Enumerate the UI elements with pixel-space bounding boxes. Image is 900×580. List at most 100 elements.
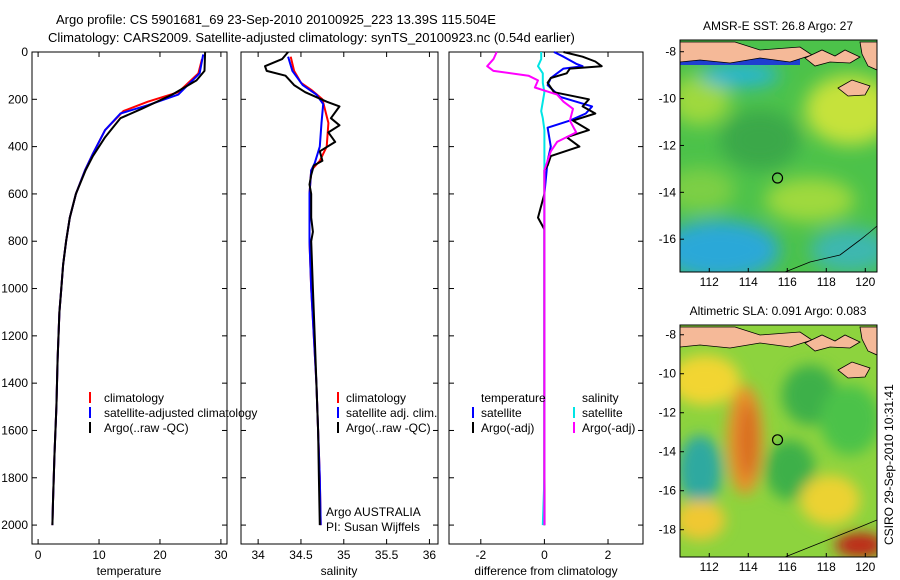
map-y-tick-label: -10 (659, 92, 677, 106)
map-y-tick-label: -16 (659, 232, 677, 246)
x-tick-label: 20 (153, 548, 167, 562)
sla-land-sumba (837, 361, 871, 379)
annotation-argo-australia: Argo AUSTRALIA (326, 505, 421, 519)
map-frame (679, 39, 878, 273)
y-tick-label: 200 (8, 92, 28, 106)
series-line-satellite-adjusted-climatology (51, 54, 205, 526)
title-line-2: Climatology: CARS2009. Satellite-adjuste… (48, 30, 575, 45)
plot-frame (31, 51, 228, 545)
sst-map-title: AMSR-E SST: 26.8 Argo: 27 (703, 19, 853, 33)
x-tick-label: 34.5 (289, 548, 313, 562)
map-x-tick-label: 114 (739, 560, 758, 574)
legend-header-salinity: salinity (582, 391, 619, 405)
legend-label-satellite: satellite-adjusted climatology (104, 406, 257, 420)
sst-land-java (680, 41, 813, 64)
series-line-argo-raw-qc (51, 51, 207, 526)
argo-location-marker (771, 172, 784, 184)
y-tick-label: 2000 (1, 518, 28, 532)
y-tick-label: 800 (8, 234, 28, 248)
sst-map (680, 40, 877, 272)
salinity-legend: climatology satellite adj. clim. Argo(..… (326, 391, 437, 534)
title-line-1: Argo profile: CS 5901681_69 23-Sep-2010 … (56, 12, 496, 27)
x-tick-label: -2 (475, 548, 486, 562)
y-tick-label: 1200 (1, 329, 28, 343)
series-line-salinity-argo-adj (486, 51, 578, 526)
map-x-tick-label: 120 (855, 275, 875, 289)
temperature-legend: climatology satellite-adjusted climatolo… (89, 391, 257, 435)
sla-land-java (680, 326, 813, 349)
map-y-tick-label: -14 (659, 185, 677, 199)
sla-map-axes: 112 114 116 118 120 -8 -10 -12 -14 -16 -18 (659, 324, 878, 574)
argo-location-marker (771, 434, 784, 446)
map-x-tick-label: 120 (855, 560, 875, 574)
y-tick-label: 1000 (1, 282, 28, 296)
map-x-tick-label: 118 (817, 275, 836, 289)
sst-land-east (859, 41, 877, 71)
map-x-tick-label: 116 (778, 275, 797, 289)
sst-land-bali (804, 49, 861, 67)
map-y-tick-label: -12 (659, 138, 677, 152)
x-tick-label: 2 (605, 548, 612, 562)
sla-field-texture (680, 355, 877, 557)
plot-frame (240, 51, 439, 545)
map-y-tick-label: -16 (659, 484, 677, 498)
x-tick-label: 30 (214, 548, 228, 562)
y-tick-label: 1600 (1, 423, 28, 437)
x-tick-label: 0 (35, 548, 42, 562)
map-y-tick-label: -12 (659, 406, 677, 420)
sla-map-title: Altimetric SLA: 0.091 Argo: 0.083 (690, 304, 867, 318)
y-tick-label: 1800 (1, 471, 28, 485)
x-axis-label: salinity (321, 564, 358, 578)
difference-panel: -2 0 2 difference from climatology (448, 51, 644, 578)
plot-frame (448, 51, 644, 545)
legend-header-temperature: temperature (481, 391, 546, 405)
series-line-argo-raw-qc (264, 51, 341, 526)
y-tick-label: 1400 (1, 376, 28, 390)
legend-label-argo: Argo(..raw -QC) (346, 421, 431, 435)
salinity-panel: 34 34.5 35 35.5 36 salinity (240, 51, 439, 578)
x-tick-label: 36 (423, 548, 437, 562)
legend-label-argo: Argo(..raw -QC) (104, 421, 189, 435)
y-tick-label: 0 (21, 45, 28, 59)
legend-label-climatology: climatology (346, 391, 406, 405)
csiro-side-label: CSIRO 29-Sep-2010 10:31:41 (882, 384, 896, 545)
annotation-pi: PI: Susan Wijffels (326, 520, 420, 534)
map-x-tick-label: 112 (700, 560, 719, 574)
sst-land-sumba (837, 79, 871, 97)
y-tick-label: 600 (8, 187, 28, 201)
sla-land-bali (804, 334, 861, 352)
series-line-climatology (289, 56, 330, 526)
sst-australia-coast (784, 225, 877, 272)
map-x-tick-label: 116 (778, 560, 797, 574)
map-frame (679, 324, 878, 558)
series-line-temperature-argo-adj (537, 51, 603, 526)
map-x-tick-label: 112 (700, 275, 719, 289)
map-y-tick-label: -18 (659, 523, 677, 537)
map-y-tick-label: -8 (665, 328, 676, 342)
x-tick-label: 35.5 (375, 548, 399, 562)
sla-map (680, 325, 877, 557)
x-tick-label: 0 (541, 548, 548, 562)
x-axis-label: difference from climatology (474, 564, 617, 578)
temperature-panel: 0 10 20 30 0 200 400 600 800 1000 1200 1400 1600 1800… (1, 45, 228, 578)
series-line-temperature-satellite (543, 51, 594, 526)
x-tick-label: 10 (92, 548, 106, 562)
x-tick-label: 35 (337, 548, 351, 562)
legend-label-climatology: climatology (104, 391, 164, 405)
legend-label-satellite: satellite adj. clim. (346, 406, 437, 420)
legend-label-temp-satellite: satellite (481, 406, 522, 420)
sla-australia-coast (784, 519, 877, 557)
legend-label-sal-satellite: satellite (582, 406, 623, 420)
y-tick-label: 400 (8, 140, 28, 154)
legend-label-temp-argo: Argo(-adj) (481, 421, 534, 435)
x-axis-label: temperature (97, 564, 162, 578)
series-line-climatology (51, 58, 203, 526)
sst-field-texture (680, 63, 877, 272)
map-x-tick-label: 114 (739, 275, 758, 289)
map-x-tick-label: 118 (817, 560, 836, 574)
map-y-tick-label: -14 (659, 445, 677, 459)
x-tick-label: 34 (251, 548, 265, 562)
sst-map-axes: 112 114 116 118 120 -8 -10 -12 -14 -16 (659, 39, 878, 289)
sla-land-east (859, 326, 877, 356)
